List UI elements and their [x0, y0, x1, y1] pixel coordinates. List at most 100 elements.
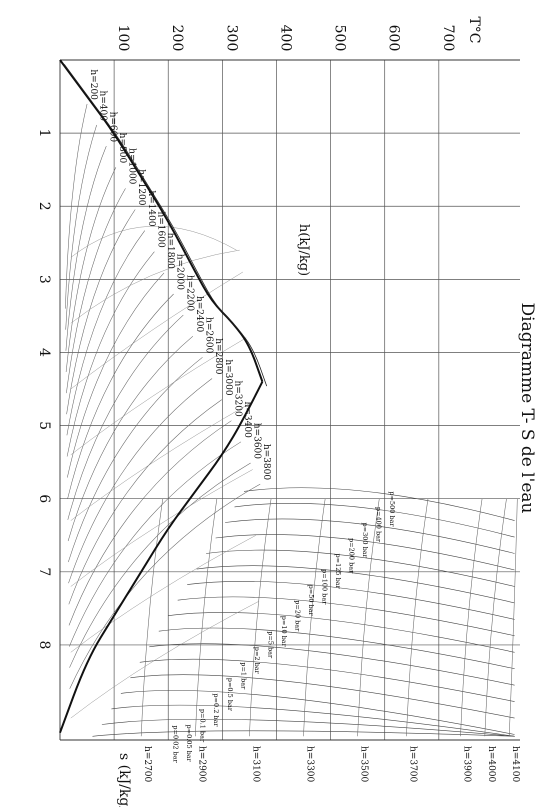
curves [65, 103, 518, 737]
enthalpy-line [69, 483, 261, 689]
pressure-label: p=500 bar [388, 491, 396, 527]
x-tick-label: 2 [36, 202, 52, 211]
enthalpy-label-right: h=3500 [359, 746, 369, 783]
pressure-label: p=0.05 bar [185, 725, 193, 763]
enthalpy-line [69, 462, 251, 668]
enthalpy-label-right: h=2900 [196, 746, 206, 783]
enthalpy-label: h=2200 [184, 275, 194, 312]
enthalpy-label-right: h=3300 [305, 746, 315, 783]
enthalpy-line [68, 399, 222, 605]
enthalpy-label-right: h=4100 [510, 746, 520, 783]
x-tick-label: 1 [36, 129, 52, 138]
enthalpy-line [67, 293, 174, 499]
isobar-line [225, 518, 515, 554]
enthalpy-line-high [508, 498, 518, 737]
enthalpy-label: h=1600 [155, 211, 165, 248]
enthalpy-line [66, 188, 126, 394]
enthalpy-label: h=1400 [146, 190, 156, 227]
y-tick-label: 700 [440, 25, 456, 52]
quality-line [70, 337, 247, 455]
isobar-line [101, 718, 515, 737]
grid [59, 59, 520, 741]
enthalpy-label-right: h=3700 [407, 746, 417, 783]
x-tick-label: 6 [36, 494, 52, 503]
quality-line [70, 249, 240, 324]
pressure-label: p=200 bar [348, 538, 356, 574]
enthalpy-label: h=1000 [127, 148, 137, 185]
y-axis-label: T°C [466, 16, 482, 43]
enthalpy-line [68, 378, 213, 584]
enthalpy-line-high [460, 498, 483, 737]
pressure-label: p=20 bar [293, 600, 301, 632]
pressure-label: p=0.1 bar [199, 709, 207, 743]
labels: 1 2 3 4 5 6 7 8 100 200 300 400 500 600 700 p=500 bar p=… [36, 25, 520, 783]
isobar-line [168, 612, 515, 653]
pressure-label: p=0.5 bar [226, 678, 234, 712]
enthalpy-line [66, 209, 136, 415]
enthalpy-label: h=3000 [223, 359, 233, 396]
isobar-line [243, 487, 515, 521]
enthalpy-label: h=3600 [252, 423, 262, 460]
enthalpy-label-right: h=2700 [142, 746, 152, 783]
enthalpy-line-high [303, 498, 326, 737]
enthalpy-label: h=200 [88, 69, 98, 100]
pressure-label: p=125 bar [334, 554, 342, 590]
x-tick-label: 8 [36, 640, 52, 649]
isobar-line [120, 690, 515, 735]
pressure-label: p=0.2 bar [212, 693, 220, 727]
enthalpy-line-high [406, 498, 429, 737]
enthalpy-label: h=600 [107, 112, 117, 143]
enthalpy-line-high [357, 498, 380, 737]
isobar-line [139, 658, 515, 702]
enthalpy-line [66, 230, 146, 436]
pressure-label: p=400 bar [375, 507, 383, 543]
enthalpy-line [68, 357, 203, 563]
y-tick-label: 300 [223, 25, 239, 52]
enthalpy-line-high [484, 498, 507, 737]
liquid-companion-line [63, 64, 268, 387]
isobar-line [111, 704, 515, 737]
pressure-label: p=300 bar [361, 523, 369, 559]
isobar-line [234, 503, 515, 538]
quality-line [70, 600, 260, 719]
quality-line [70, 403, 250, 521]
enthalpy-line [65, 124, 97, 330]
isobar-line [206, 549, 515, 587]
enthalpy-line [67, 335, 194, 542]
enthalpy-line [67, 272, 165, 478]
y-tick-label: 200 [169, 25, 185, 52]
isobar-line [92, 730, 515, 737]
pressure-label: p=5 bar [266, 631, 274, 659]
enthalpy-label: h=400 [98, 90, 108, 121]
isobar-line [130, 674, 515, 719]
enthalpy-line [65, 103, 88, 309]
isobar-line [158, 627, 515, 669]
enthalpy-curves-label: h(kJ/kg) [296, 224, 311, 276]
enthalpy-line [66, 251, 155, 457]
quality-line [70, 469, 253, 587]
enthalpy-label-right: h=4000 [486, 746, 496, 783]
isobar-line [215, 534, 515, 571]
enthalpy-line-high [195, 498, 218, 737]
pressure-label: p=0.02 bar [172, 725, 180, 763]
enthalpy-label: h=2400 [194, 296, 204, 333]
enthalpy-line-high [249, 498, 272, 737]
y-tick-label: 500 [332, 25, 348, 52]
saturation-vapour-line [59, 381, 264, 734]
pressure-label: p=10 bar [280, 616, 288, 648]
x-tick-label: 4 [36, 348, 52, 357]
enthalpy-label: h=800 [117, 133, 127, 164]
chart-title: Diagramme T- S de l'eau [517, 303, 537, 514]
enthalpy-line [68, 420, 232, 626]
saturation-liquid-line [59, 59, 264, 383]
y-tick-label: 100 [115, 25, 131, 52]
enthalpy-label: h=2000 [175, 254, 185, 291]
enthalpy-label: h=3200 [232, 380, 242, 417]
enthalpy-line [69, 441, 242, 647]
enthalpy-line [65, 145, 107, 351]
enthalpy-label-right: h=3100 [250, 746, 260, 783]
quality-line [70, 271, 244, 390]
y-tick-label: 400 [277, 25, 293, 52]
enthalpy-label: h=3400 [242, 402, 252, 439]
